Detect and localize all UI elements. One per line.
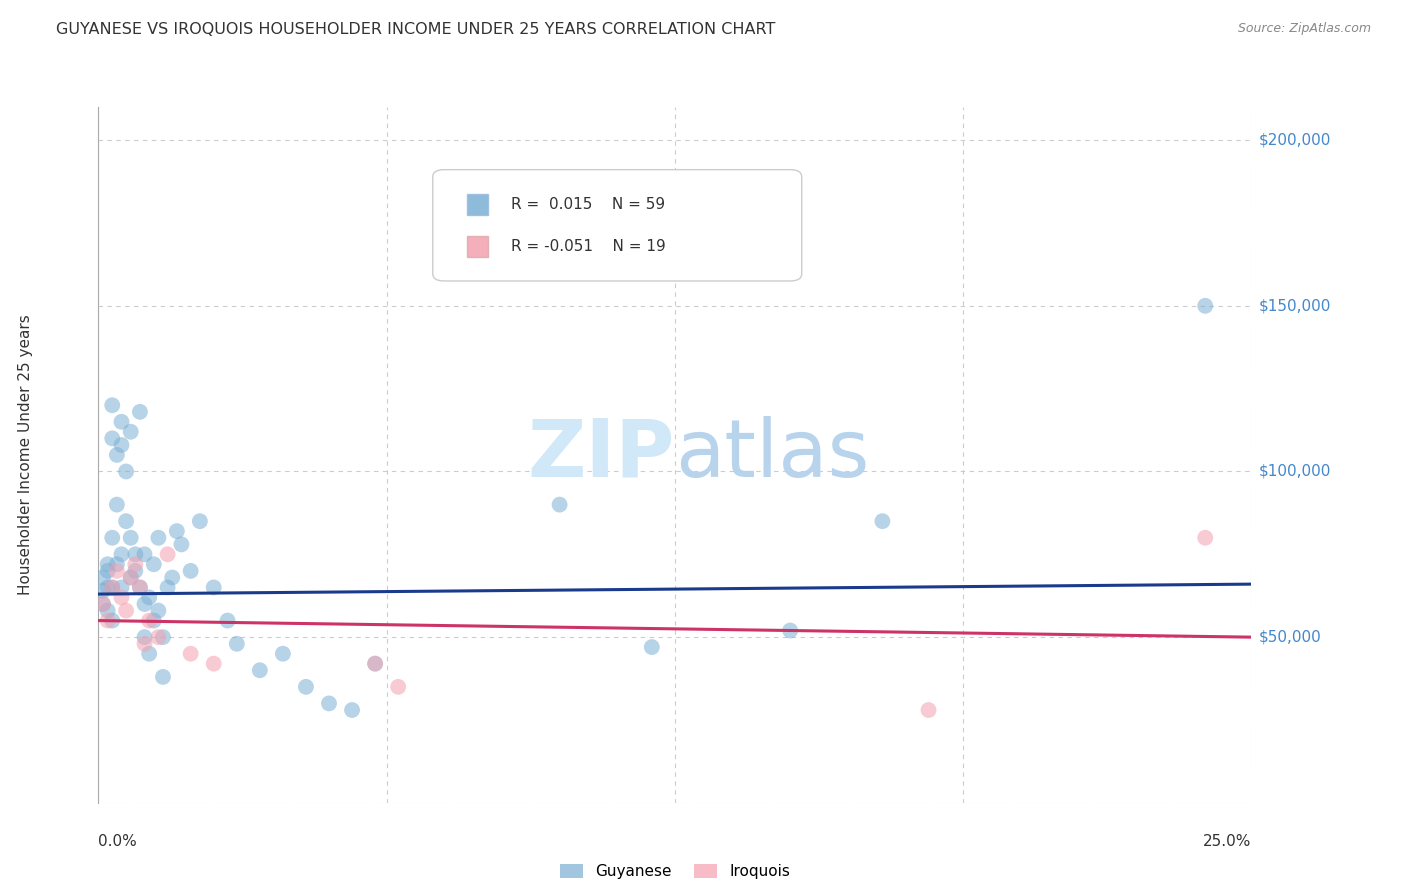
Point (115, 465, 138, 479)
Point (548, 498, 571, 512)
Point (142, 558, 165, 572)
Point (779, 624, 801, 638)
Text: $100,000: $100,000 (1258, 464, 1330, 479)
Text: 0.0%: 0.0% (98, 834, 138, 849)
Point (105, 558, 128, 572)
Point (124, 547, 146, 561)
Point (318, 697, 340, 711)
Text: R = -0.051    N = 19: R = -0.051 N = 19 (512, 239, 666, 253)
Point (364, 657, 387, 671)
Point (295, 680, 318, 694)
FancyBboxPatch shape (467, 235, 488, 257)
Point (101, 581, 124, 595)
Point (110, 415, 132, 429)
Point (129, 581, 152, 595)
Point (148, 531, 170, 545)
Text: 25.0%: 25.0% (1204, 834, 1251, 849)
Text: ZIP: ZIP (527, 416, 675, 494)
Point (101, 614, 124, 628)
Point (156, 547, 179, 561)
Point (364, 657, 387, 671)
Point (124, 564, 146, 578)
Text: Householder Income Under 25 years: Householder Income Under 25 years (18, 315, 32, 595)
Text: $150,000: $150,000 (1258, 298, 1330, 313)
Point (134, 630, 156, 644)
Point (340, 703, 363, 717)
Point (134, 597, 156, 611)
Point (91, 597, 114, 611)
Point (101, 581, 124, 595)
Point (202, 657, 225, 671)
Point (152, 670, 174, 684)
Point (1194, 531, 1216, 545)
Point (138, 647, 160, 661)
Point (271, 647, 294, 661)
FancyBboxPatch shape (467, 194, 488, 215)
Point (91, 570, 114, 584)
Point (120, 425, 142, 439)
Point (166, 524, 188, 538)
Point (134, 547, 156, 561)
Point (101, 531, 124, 545)
Point (97, 581, 120, 595)
Point (152, 630, 174, 644)
Point (129, 405, 152, 419)
Point (138, 591, 160, 605)
Point (97, 558, 120, 572)
Point (387, 680, 409, 694)
Point (188, 514, 211, 528)
Point (217, 614, 239, 628)
Point (120, 531, 142, 545)
Point (120, 570, 142, 584)
Point (156, 581, 179, 595)
Point (180, 647, 202, 661)
Point (97, 604, 120, 618)
Point (142, 614, 165, 628)
Point (115, 604, 138, 618)
Point (110, 547, 132, 561)
Point (202, 581, 225, 595)
Point (872, 514, 894, 528)
Point (180, 564, 202, 578)
Point (138, 614, 160, 628)
Text: R =  0.015    N = 59: R = 0.015 N = 59 (512, 197, 665, 212)
Point (110, 591, 132, 605)
Point (160, 570, 183, 584)
Text: $50,000: $50,000 (1258, 630, 1322, 645)
Point (148, 604, 170, 618)
Point (1194, 299, 1216, 313)
Point (249, 663, 271, 677)
Point (148, 630, 170, 644)
Point (129, 581, 152, 595)
Point (105, 448, 128, 462)
Point (105, 498, 128, 512)
Text: Source: ZipAtlas.com: Source: ZipAtlas.com (1237, 22, 1371, 36)
Point (105, 564, 128, 578)
Point (91, 597, 114, 611)
Point (225, 637, 247, 651)
Point (101, 398, 124, 412)
Point (120, 570, 142, 584)
Point (101, 431, 124, 445)
Point (124, 558, 146, 572)
Legend: Guyanese, Iroquois: Guyanese, Iroquois (554, 858, 796, 886)
Text: $200,000: $200,000 (1258, 133, 1330, 148)
Point (110, 438, 132, 452)
Point (917, 703, 939, 717)
Point (97, 614, 120, 628)
Point (110, 581, 132, 595)
Text: atlas: atlas (675, 416, 869, 494)
Point (134, 637, 156, 651)
FancyBboxPatch shape (433, 169, 801, 281)
Text: GUYANESE VS IROQUOIS HOUSEHOLDER INCOME UNDER 25 YEARS CORRELATION CHART: GUYANESE VS IROQUOIS HOUSEHOLDER INCOME … (56, 22, 776, 37)
Point (115, 514, 138, 528)
Point (97, 564, 120, 578)
Point (91, 583, 114, 598)
Point (170, 537, 193, 551)
Point (641, 640, 664, 654)
